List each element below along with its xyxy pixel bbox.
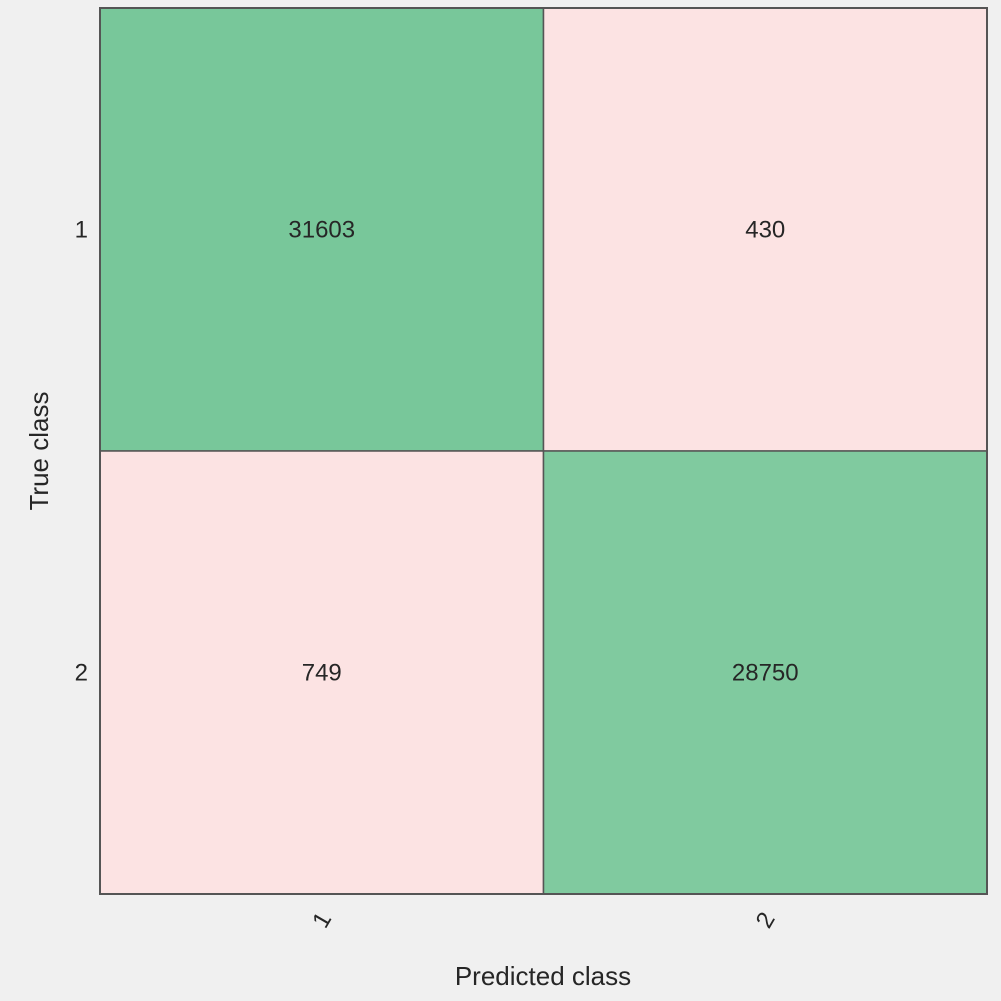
cell-value-r1-c2: 430 [745,217,785,244]
x-tick-label-2: 2 [751,908,781,933]
cell-value-r1-c1: 31603 [288,217,355,244]
matrix-cell-r1-c1 [99,7,545,452]
matrix-cells [99,7,988,895]
x-tick-label-1: 1 [307,908,337,933]
cell-value-r2-c2: 28750 [732,660,799,687]
matrix-frame [99,7,988,895]
matrix-cell-values: 31603 430 749 28750 [288,217,798,687]
y-tick-label-1: 1 [75,217,88,244]
matrix-cell-r1-c2 [542,7,988,452]
cell-value-r2-c1: 749 [302,660,342,687]
y-tick-labels: 12 [75,217,88,687]
matrix-cell-r2-c2 [542,450,988,895]
x-axis-label: Predicted class [455,961,631,991]
y-tick-label-2: 2 [75,660,88,687]
y-axis-label: True class [24,392,54,511]
matrix-cell-r2-c1 [99,450,545,895]
